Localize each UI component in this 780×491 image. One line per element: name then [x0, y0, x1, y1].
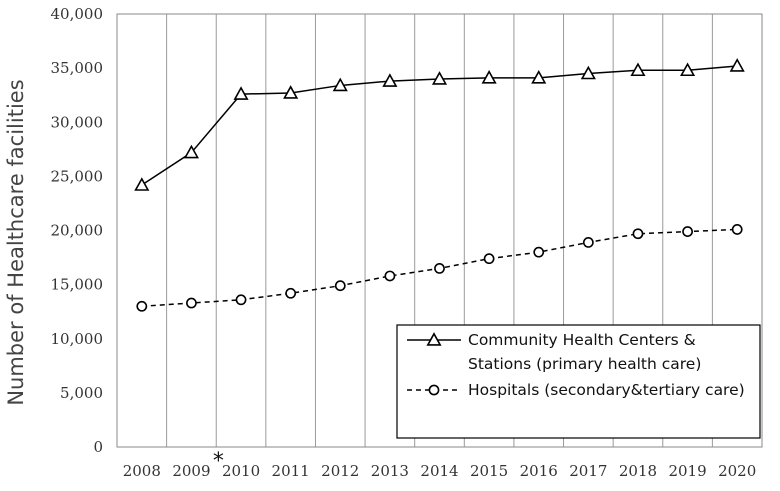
x-tick-label: 2018: [619, 462, 657, 480]
y-tick-label: 25,000: [51, 167, 104, 185]
y-tick-label: 20,000: [51, 222, 104, 240]
triangle-data-point: [481, 70, 497, 84]
x-axis-ticks: 2008 2009 2010 2011 2012 2013 2014 2015 2016 2017…: [123, 462, 757, 480]
plot-area-frame: [116, 13, 763, 448]
triangle-data-point: [630, 62, 646, 77]
y-tick-label: 35,000: [51, 59, 104, 77]
legend-box: [396, 324, 761, 439]
circle-data-point: [533, 246, 545, 258]
x-tick-label: 2019: [668, 462, 706, 480]
x-tick-label: 2014: [420, 462, 458, 480]
circle-data-point: [186, 297, 197, 309]
circle-data-point: [434, 262, 445, 274]
y-axis-ticks: 0 5,000 10,000 15,000 20,000 25,000 30,000 35,0…: [51, 5, 104, 456]
circle-data-point: [632, 228, 644, 240]
y-tick-label: 40,000: [51, 5, 104, 23]
x-tick-label: 2020: [718, 462, 756, 480]
triangle-data-point: [332, 77, 348, 92]
circle-data-point: [582, 237, 594, 248]
x-tick-label: 2012: [321, 462, 359, 480]
legend-swatch-triangle: [426, 332, 442, 346]
y-tick-label: 30,000: [51, 113, 104, 131]
x-tick-label: 2017: [569, 462, 607, 480]
x-tick-label: 2009: [172, 462, 210, 480]
y-axis-label: Number of Healthcare facilities: [4, 79, 28, 405]
circle-data-point: [384, 270, 396, 282]
x-tick-label: 2015: [470, 462, 508, 480]
y-tick-label: 10,000: [51, 330, 104, 348]
circle-data-point: [483, 253, 495, 265]
circle-data-point: [235, 294, 247, 306]
triangle-data-point: [233, 86, 249, 100]
x-tick-label: 2010: [222, 462, 260, 480]
circle-data-point: [334, 280, 346, 292]
y-tick-label: 5,000: [60, 384, 103, 402]
circle-data-point: [285, 287, 297, 299]
triangle-data-point: [680, 62, 696, 77]
triangle-data-point: [382, 73, 398, 87]
y-tick-label: 0: [93, 438, 103, 456]
triangle-data-point: [183, 144, 199, 159]
x-tick-label: 2008: [123, 462, 161, 480]
legend: Community Health Centers & Stations (prim…: [396, 324, 761, 439]
triangle-data-point: [283, 85, 299, 99]
x-tick-label: 2011: [272, 462, 310, 480]
circle-data-point: [136, 300, 148, 312]
triangle-data-point: [580, 65, 596, 80]
triangle-data-point: [134, 177, 150, 191]
category-annotation: *: [213, 449, 224, 474]
triangle-data-point: [531, 70, 547, 84]
data-series: [134, 58, 745, 312]
legend-swatch-circle: [428, 384, 440, 396]
x-tick-label: 2016: [520, 462, 558, 480]
y-tick-label: 15,000: [51, 276, 104, 294]
triangle-data-point: [431, 71, 448, 85]
x-tick-asterisk: *: [213, 449, 224, 474]
legend-entry-text: Stations (primary health care): [468, 355, 701, 373]
triangle-data-point: [729, 58, 745, 72]
circle-data-point: [731, 224, 743, 235]
x-tick-label: 2013: [371, 462, 409, 480]
circle-data-point: [682, 226, 693, 237]
legend-entry-text: Community Health Centers &: [468, 331, 696, 349]
legend-entry-text: Hospitals (secondary&tertiary care): [468, 381, 745, 399]
